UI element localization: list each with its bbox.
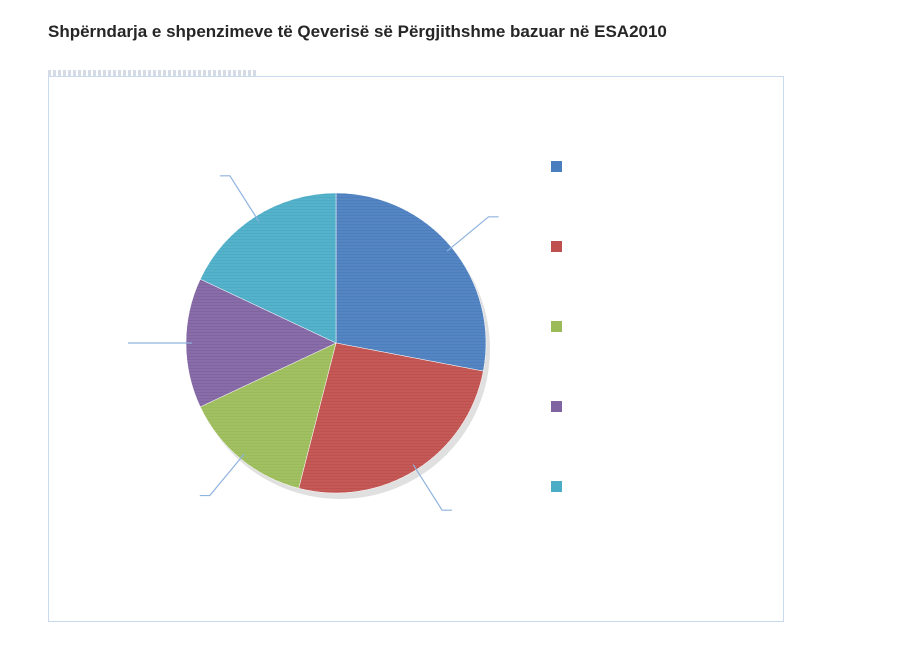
legend	[551, 161, 562, 492]
legend-marker-1	[551, 161, 562, 172]
chart-frame	[48, 76, 784, 622]
legend-marker-5	[551, 481, 562, 492]
legend-marker-3	[551, 321, 562, 332]
leader-line-5	[219, 175, 260, 222]
leader-line-1	[446, 216, 499, 252]
legend-marker-4	[551, 401, 562, 412]
leader-line-3	[199, 453, 245, 497]
chart-title: Shpërndarja e shpenzimeve të Qeverisë së…	[48, 22, 667, 41]
pie-slices	[185, 192, 490, 499]
legend-marker-2	[551, 241, 562, 252]
leader-line-2	[412, 464, 453, 511]
leader-lines	[128, 175, 499, 511]
chart-caption-faint	[48, 70, 258, 76]
